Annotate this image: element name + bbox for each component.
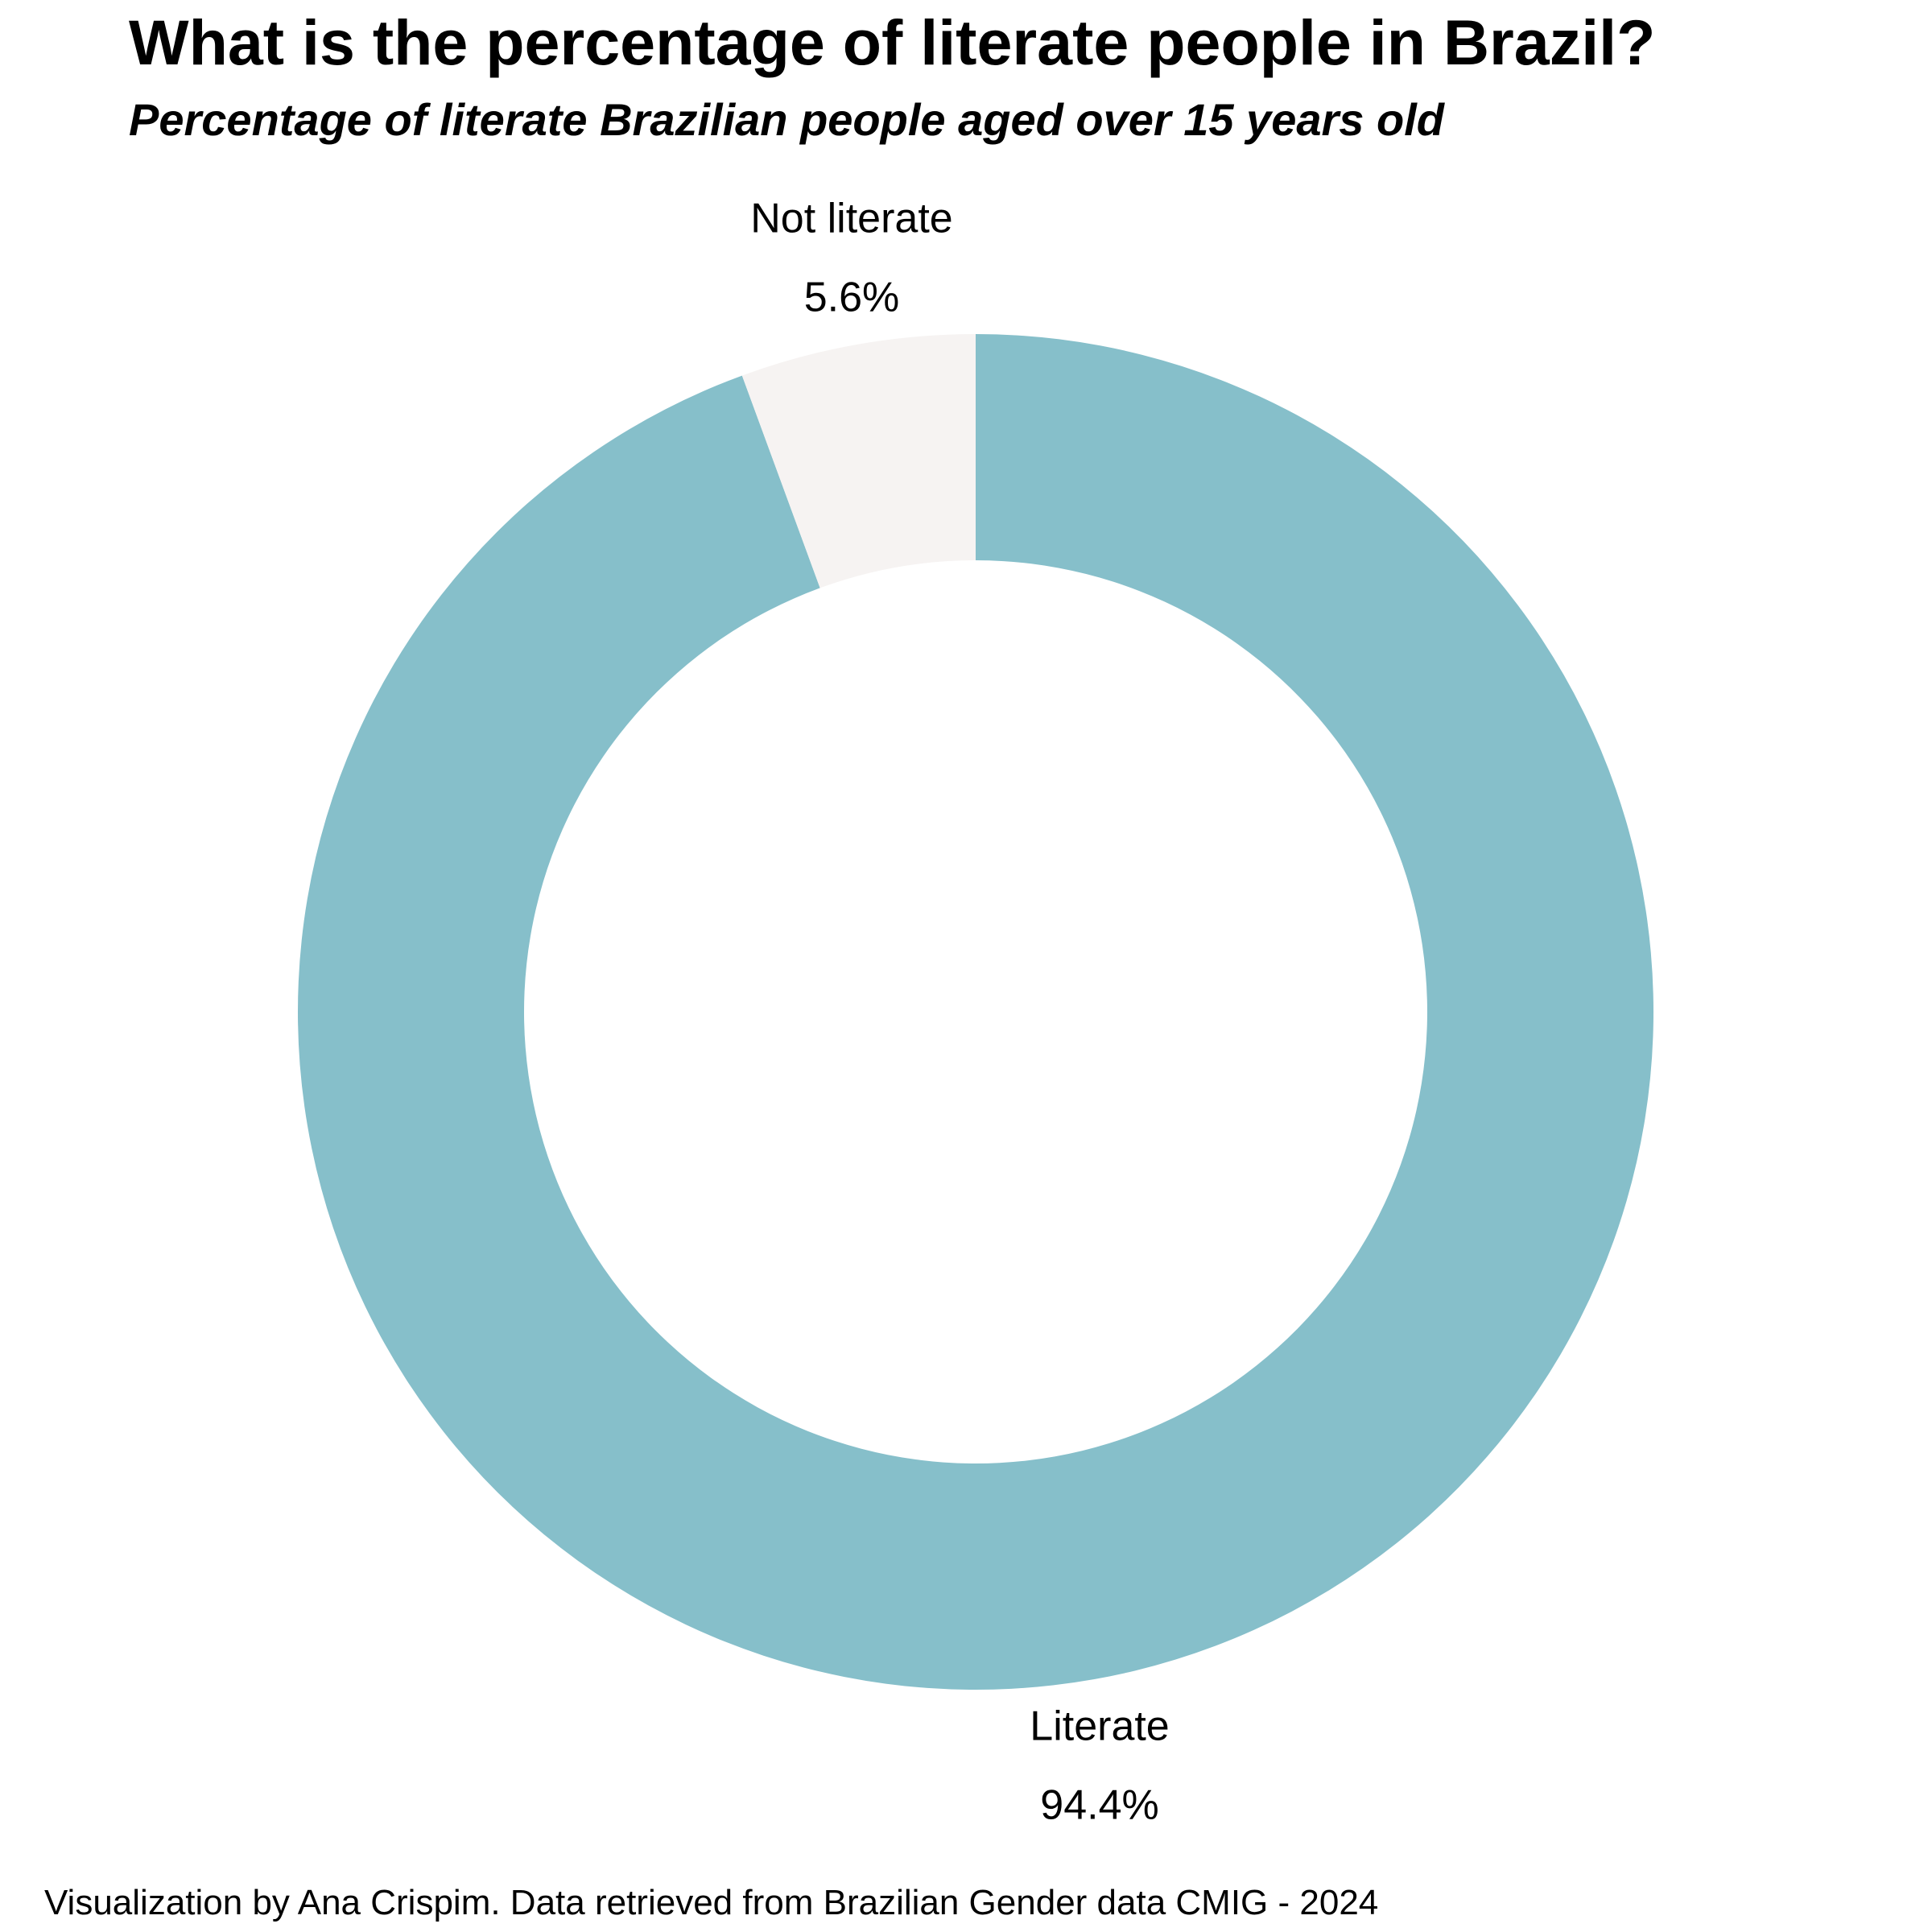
slice-value-literate: 94.4%	[1040, 1781, 1158, 1828]
slice-label-literate: Literate	[1030, 1703, 1169, 1749]
slice-labels: Literate 94.4% Not literate 5.6%	[750, 196, 1169, 1829]
slice-label-not-literate: Not literate	[750, 196, 952, 242]
chart-caption: Visualization by Ana Crispim. Data retri…	[44, 1883, 1378, 1922]
slice-not-literate	[741, 334, 976, 588]
donut-slices	[298, 334, 1654, 1690]
chart-title: What is the percentage of literate peopl…	[129, 6, 1655, 78]
slice-literate	[298, 334, 1654, 1690]
slice-value-not-literate: 5.6%	[804, 275, 900, 321]
chart-subtitle: Percentage of literate Brazilian people …	[129, 94, 1446, 145]
